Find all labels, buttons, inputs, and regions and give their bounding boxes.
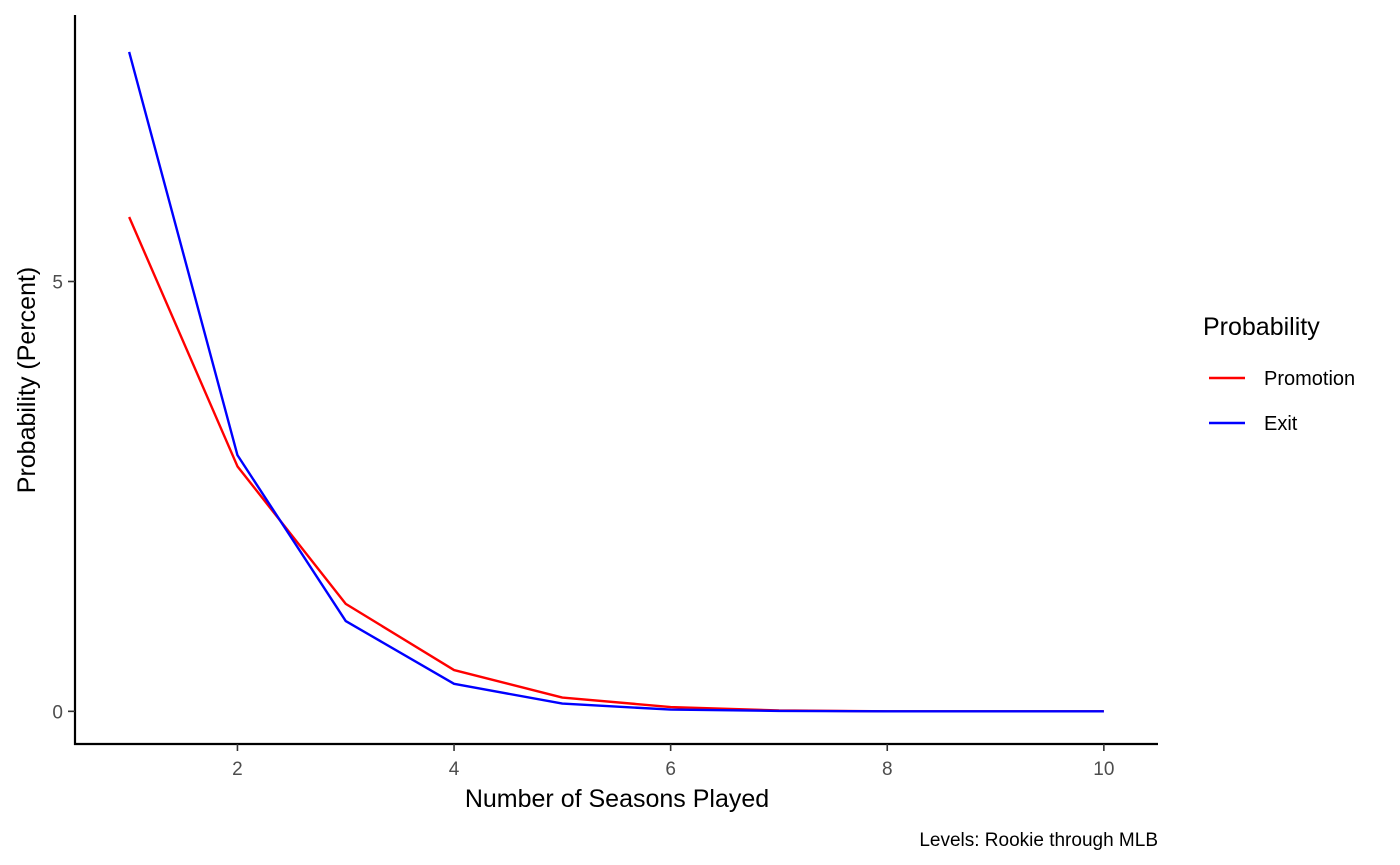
- y-axis-title: Probability (Percent): [13, 267, 41, 493]
- legend: Promotion Exit: [1209, 368, 1355, 435]
- chart-caption: Levels: Rookie through MLB: [919, 830, 1158, 851]
- x-axis-ticks: 2 4 6 8 10: [232, 744, 1114, 780]
- x-tick-label: 2: [232, 759, 243, 780]
- x-tick-label: 4: [449, 759, 460, 780]
- series-line-exit: [127, 51, 1104, 713]
- legend-label-exit: Exit: [1264, 413, 1298, 435]
- y-tick-label: 5: [52, 272, 63, 293]
- legend-label-promotion: Promotion: [1264, 368, 1355, 390]
- y-tick-label: 0: [52, 702, 63, 723]
- x-tick-label: 10: [1093, 759, 1114, 780]
- series-line-promotion: [128, 216, 1104, 713]
- x-tick-label: 6: [665, 759, 676, 780]
- x-tick-label: 8: [882, 759, 893, 780]
- y-axis-ticks: 05: [52, 272, 75, 723]
- x-axis-title: Number of Seasons Played: [465, 785, 769, 813]
- series-lines: [127, 51, 1104, 713]
- legend-title: Probability: [1203, 313, 1320, 341]
